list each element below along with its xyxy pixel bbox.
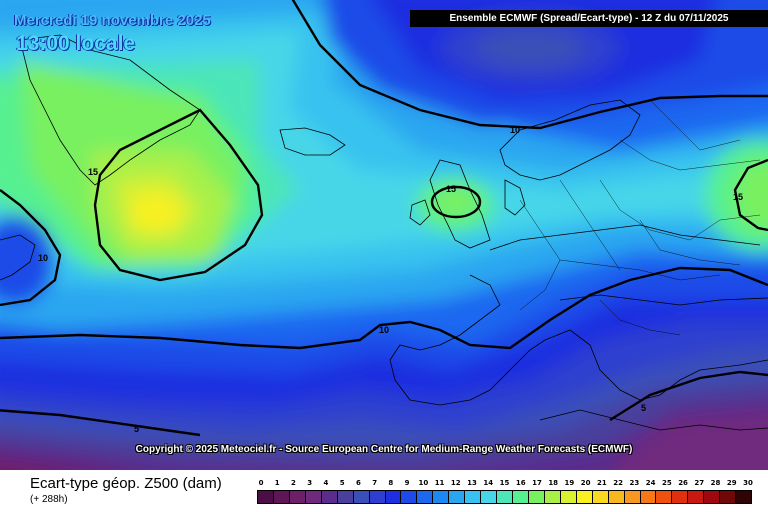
scale-swatch [417, 491, 434, 503]
scale-tick-label: 19 [564, 479, 575, 487]
scale-swatch [608, 491, 625, 503]
scale-swatch [528, 491, 545, 503]
scale-swatch [497, 491, 513, 503]
scale-tick-label: 12 [450, 479, 461, 487]
scale-swatch [688, 491, 705, 503]
scale-swatch [704, 491, 721, 503]
copyright-notice: Copyright © 2025 Meteociel.fr - Source E… [135, 444, 633, 455]
scale-swatch [305, 491, 322, 503]
contour-label: 5 [134, 424, 139, 434]
scale-tick-label: 15 [499, 479, 510, 487]
scale-tick-label: 8 [388, 479, 394, 487]
scale-tick-label: 5 [339, 479, 345, 487]
spread-field [0, 0, 768, 470]
scale-swatch [369, 491, 386, 503]
scale-tick-label: 22 [613, 479, 623, 487]
scale-tick-label: 20 [580, 479, 591, 487]
scale-tick-label: 0 [258, 479, 264, 487]
scale-swatch [321, 491, 338, 503]
scale-swatch [465, 491, 482, 503]
model-run-header: Ensemble ECMWF (Spread/Ecart-type) - 12 … [410, 10, 768, 27]
scale-tick-label: 4 [323, 479, 329, 487]
forecast-date: Mercredi 19 novembre 2025 [14, 12, 211, 29]
color-scale: 0 1 2 3 4 5 6 7 8 9 10 11 12 13 14 15 16 17 18 19 20 21 22 23 24… [257, 479, 753, 505]
scale-swatch [513, 491, 529, 503]
scale-swatch [672, 491, 689, 503]
scale-tick-label: 27 [694, 479, 705, 487]
scale-tick-label: 2 [291, 479, 296, 487]
scale-tick-label: 28 [710, 479, 721, 487]
forecast-time: 13:00 locale [16, 32, 136, 55]
scale-swatch [273, 491, 290, 503]
scale-swatch [720, 491, 737, 503]
contour-label: 15 [446, 184, 456, 194]
contour-label: 10 [379, 325, 389, 335]
contour-label-group: 15 10 15 15 10 10 5 5 [38, 125, 743, 434]
scale-swatch [560, 491, 577, 503]
scale-tick-label: 29 [726, 479, 737, 487]
scale-bar [257, 490, 752, 504]
scale-swatch [624, 491, 641, 503]
scale-swatch [544, 491, 561, 503]
scale-swatch [385, 491, 402, 503]
contour-label: 15 [88, 167, 98, 177]
scale-tick-label: 9 [404, 479, 410, 487]
contour-label: 5 [641, 403, 646, 413]
contour-label: 15 [733, 192, 743, 202]
country-borders [519, 99, 761, 336]
scale-swatch [258, 491, 274, 503]
coastlines [0, 34, 768, 431]
contour-label: 10 [510, 125, 520, 135]
scale-tick-label: 10 [418, 479, 429, 487]
scale-tick-label: 18 [548, 479, 559, 487]
scale-tick-label: 1 [274, 479, 280, 487]
scale-swatch [353, 491, 370, 503]
scale-tick-label: 16 [515, 479, 526, 487]
scale-tick-label: 23 [629, 479, 640, 487]
scale-tick-label: 6 [355, 479, 361, 487]
scale-tick-label: 24 [645, 479, 656, 487]
scale-tick-label: 14 [483, 479, 494, 487]
scale-swatch [576, 491, 593, 503]
contour-label: 10 [38, 253, 48, 263]
scale-swatch [640, 491, 657, 503]
scale-swatch [337, 491, 354, 503]
scale-swatch [656, 491, 673, 503]
scale-swatch [449, 491, 466, 503]
scale-tick-label: 30 [743, 479, 753, 487]
map-area: 15 10 15 15 10 10 5 5 Mercredi 19 novemb… [0, 0, 768, 470]
scale-swatch [736, 491, 752, 503]
scale-swatch [592, 491, 609, 503]
scale-tick-label: 17 [532, 479, 542, 487]
scale-swatch [433, 491, 450, 503]
scale-tick-label: 3 [307, 479, 313, 487]
scale-swatch [401, 491, 418, 503]
scale-tick-label: 21 [597, 479, 607, 487]
scale-swatch [481, 491, 498, 503]
scale-tick-label: 11 [434, 479, 445, 487]
contour-lines [0, 0, 768, 437]
scale-ticks: 0 1 2 3 4 5 6 7 8 9 10 11 12 13 14 15 16 17 18 19 20 21 22 23 24… [257, 479, 753, 489]
parameter-title: Ecart-type géop. Z500 (dam) [30, 475, 222, 492]
scale-tick-label: 13 [467, 479, 477, 487]
scale-swatch [289, 491, 306, 503]
scale-tick-label: 26 [678, 479, 688, 487]
lead-time-label: (+ 288h) [30, 494, 68, 505]
scale-tick-label: 25 [661, 479, 672, 487]
scale-tick-label: 7 [372, 479, 378, 487]
map-svg: 15 10 15 15 10 10 5 5 [0, 0, 768, 470]
